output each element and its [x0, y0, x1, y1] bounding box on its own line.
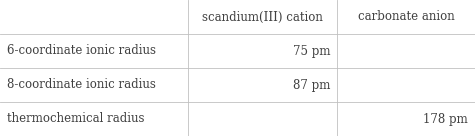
Text: carbonate anion: carbonate anion [358, 10, 455, 24]
Text: thermochemical radius: thermochemical radius [7, 112, 144, 126]
Text: 8-coordinate ionic radius: 8-coordinate ionic radius [7, 78, 156, 92]
Text: scandium(III) cation: scandium(III) cation [202, 10, 323, 24]
Text: 87 pm: 87 pm [293, 78, 330, 92]
Text: 75 pm: 75 pm [293, 44, 330, 58]
Text: 178 pm: 178 pm [423, 112, 468, 126]
Text: 6-coordinate ionic radius: 6-coordinate ionic radius [7, 44, 156, 58]
